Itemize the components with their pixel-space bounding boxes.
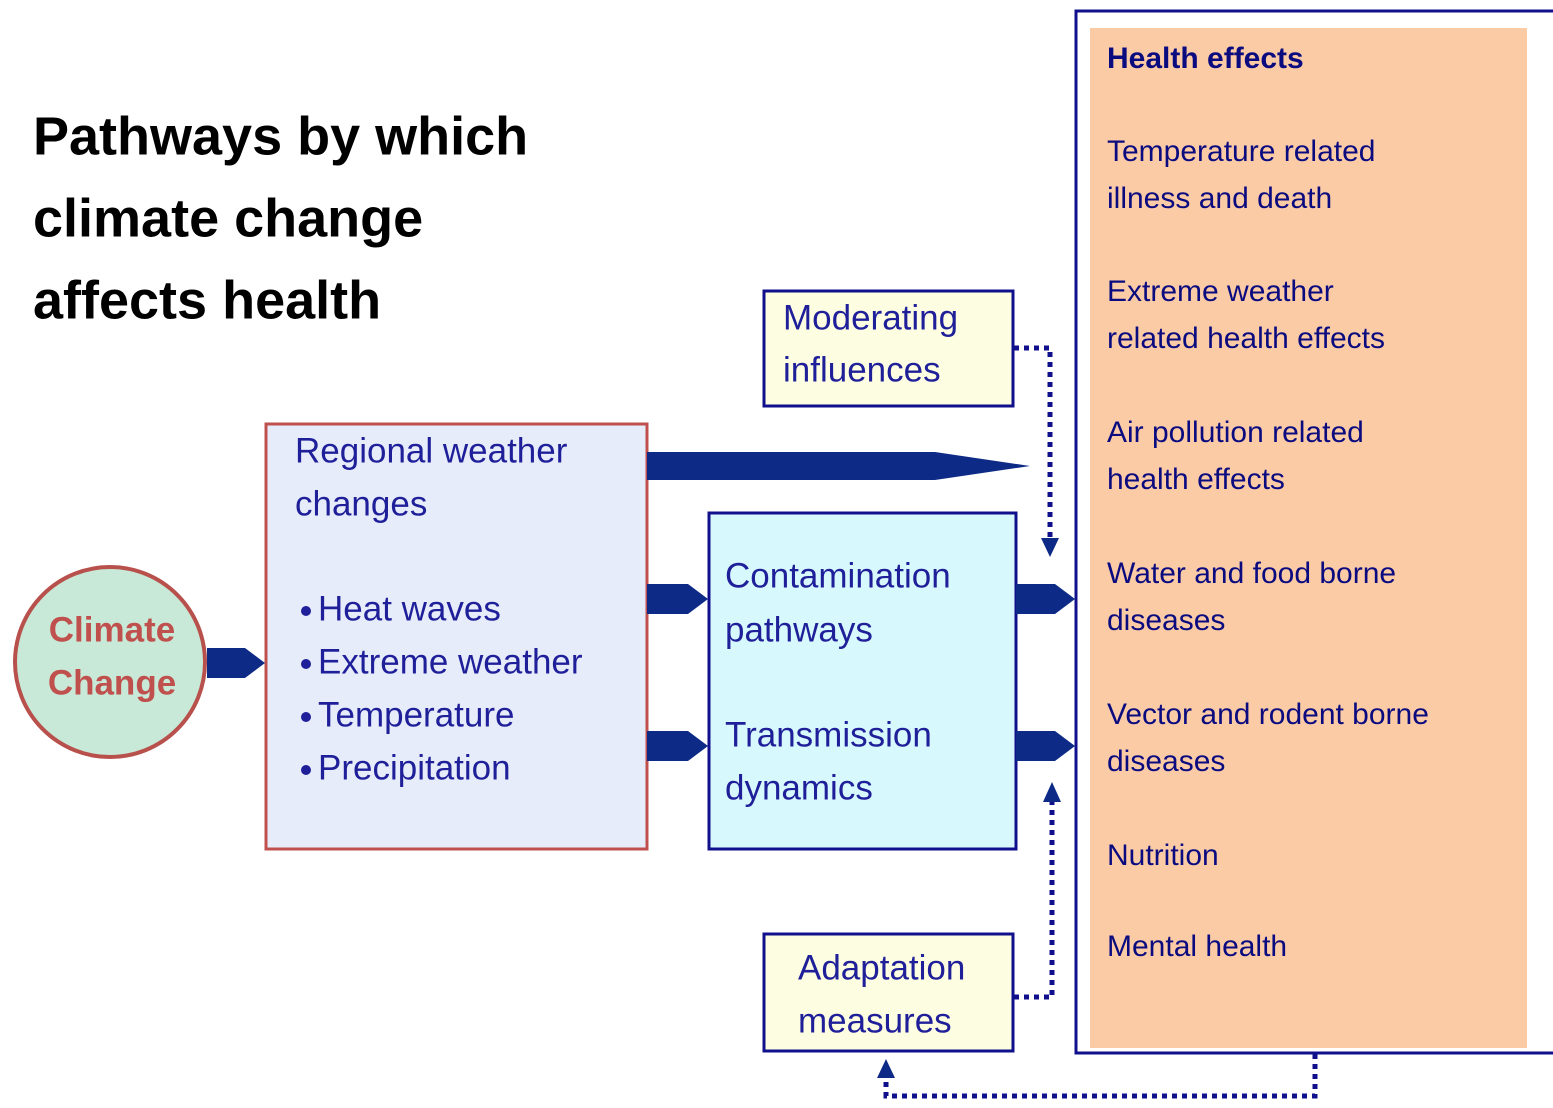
bullet	[301, 606, 311, 616]
arrow	[1016, 584, 1075, 614]
transmission-label: dynamics	[725, 768, 873, 807]
climate-change-label: Change	[48, 663, 176, 702]
arrow	[647, 731, 708, 761]
bullet-text: Extreme weather	[318, 642, 583, 681]
regional-weather-label: changes	[295, 484, 427, 523]
pathways-node	[707, 511, 1018, 851]
adaptation-measures-label: measures	[798, 1001, 952, 1040]
health-effect-item: Mental health	[1107, 930, 1287, 963]
arrow	[1016, 731, 1075, 761]
dotted-connector	[1014, 800, 1055, 1000]
contamination-label: Contamination	[725, 556, 951, 595]
bullet-text: Temperature	[318, 695, 514, 734]
health-effect-item: related health effects	[1107, 322, 1385, 355]
health-effect-item: Vector and rodent borne	[1107, 698, 1429, 731]
health-effect-item: health effects	[1107, 463, 1285, 496]
regional-weather-node	[264, 422, 649, 851]
dotted-connector	[883, 1054, 1318, 1099]
health-effect-item: diseases	[1107, 604, 1225, 637]
climate-change-label: Climate	[49, 610, 175, 649]
transmission-label: Transmission	[725, 715, 932, 754]
moderating-influences-label: influences	[783, 350, 941, 389]
regional-weather-label: Regional weather	[295, 431, 568, 470]
moderating-influences-node	[762, 289, 1015, 408]
bullet	[301, 765, 311, 775]
regional-weather-bullets: Heat waves Extreme weather Temperature Prec…	[301, 589, 583, 787]
arrow	[207, 648, 265, 678]
arrow	[647, 452, 1030, 480]
climate-change-node	[13, 565, 207, 759]
arrow	[647, 584, 708, 614]
bullet	[301, 659, 311, 669]
arrowhead	[1041, 538, 1059, 557]
bullet-text: Heat waves	[318, 589, 501, 628]
contamination-label: pathways	[725, 610, 873, 649]
moderating-influences-label: Moderating	[783, 298, 958, 337]
arrowhead	[877, 1059, 895, 1078]
health-effect-item: Extreme weather	[1107, 275, 1334, 308]
health-effects-title: Health effects	[1107, 42, 1304, 75]
health-effect-item: Air pollution related	[1107, 416, 1364, 449]
health-effect-item: diseases	[1107, 745, 1225, 778]
dotted-connector	[1014, 345, 1053, 540]
title-line: affects health	[33, 270, 381, 330]
health-effect-item: illness and death	[1107, 182, 1332, 215]
title-line: Pathways by which	[33, 106, 528, 166]
title-line: climate change	[33, 188, 423, 248]
health-effect-item: Temperature related	[1107, 135, 1375, 168]
arrowhead	[1043, 782, 1061, 802]
bullet	[301, 712, 311, 722]
health-effects-list: Temperature related illness and death Extr…	[1107, 135, 1429, 963]
health-effect-item: Water and food borne	[1107, 557, 1396, 590]
adaptation-measures-node	[762, 932, 1015, 1053]
adaptation-measures-label: Adaptation	[798, 948, 965, 987]
bullet-text: Precipitation	[318, 748, 511, 787]
health-effects-panel	[1090, 28, 1527, 1048]
health-effect-item: Nutrition	[1107, 839, 1219, 872]
